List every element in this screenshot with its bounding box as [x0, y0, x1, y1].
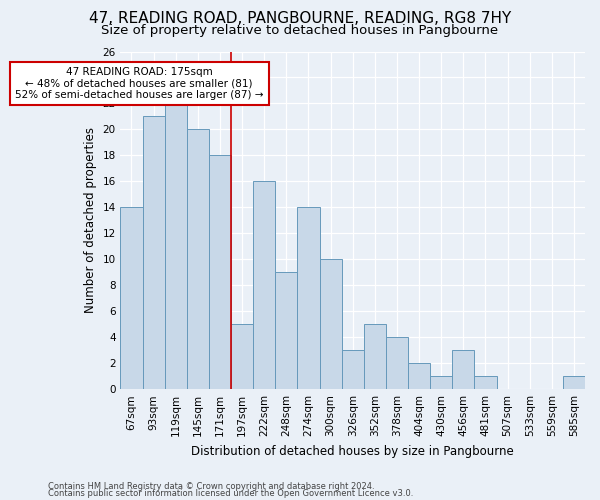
Text: 47 READING ROAD: 175sqm
← 48% of detached houses are smaller (81)
52% of semi-de: 47 READING ROAD: 175sqm ← 48% of detache…	[15, 67, 263, 100]
Y-axis label: Number of detached properties: Number of detached properties	[84, 128, 97, 314]
Bar	[253, 182, 275, 389]
Text: Size of property relative to detached houses in Pangbourne: Size of property relative to detached ho…	[101, 24, 499, 37]
Bar	[143, 116, 164, 389]
Bar	[408, 363, 430, 389]
X-axis label: Distribution of detached houses by size in Pangbourne: Distribution of detached houses by size …	[191, 444, 514, 458]
Bar	[209, 156, 231, 389]
Bar	[563, 376, 585, 389]
Bar	[341, 350, 364, 389]
Bar	[187, 130, 209, 389]
Bar	[121, 208, 143, 389]
Bar	[430, 376, 452, 389]
Bar	[320, 260, 341, 389]
Bar	[298, 208, 320, 389]
Bar	[386, 337, 408, 389]
Bar	[364, 324, 386, 389]
Bar	[231, 324, 253, 389]
Text: Contains public sector information licensed under the Open Government Licence v3: Contains public sector information licen…	[48, 489, 413, 498]
Bar	[452, 350, 475, 389]
Text: Contains HM Land Registry data © Crown copyright and database right 2024.: Contains HM Land Registry data © Crown c…	[48, 482, 374, 491]
Bar	[164, 104, 187, 389]
Bar	[475, 376, 497, 389]
Text: 47, READING ROAD, PANGBOURNE, READING, RG8 7HY: 47, READING ROAD, PANGBOURNE, READING, R…	[89, 11, 511, 26]
Bar	[275, 272, 298, 389]
